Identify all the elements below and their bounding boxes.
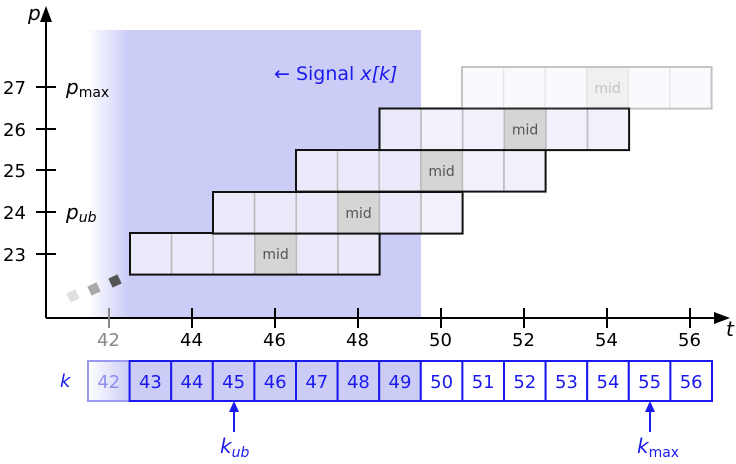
axes: [40, 6, 730, 324]
k-cell-label: 42: [97, 372, 120, 393]
row-outline: [461, 66, 713, 110]
k-cell-label: 54: [597, 372, 620, 393]
row-cell: [378, 191, 422, 235]
mid-label: mid: [345, 206, 371, 222]
k-cell-48: [336, 360, 381, 402]
row-cell: [669, 66, 713, 110]
k-cell-51: [461, 360, 505, 402]
mid-cell: [254, 232, 298, 276]
x-tick-label-56: 56: [678, 330, 701, 351]
k-cell-43: [128, 360, 173, 402]
y-tick-label-26: 26: [3, 120, 26, 141]
x-tick-label-50: 50: [429, 330, 452, 351]
k-cell-label: 44: [181, 372, 204, 393]
k-cell-label: 45: [222, 372, 245, 393]
row-cell: [378, 107, 422, 151]
x-axis-label: t: [726, 317, 735, 341]
signal-label: ← Signal x[k]: [274, 63, 397, 85]
row-cell: [544, 66, 588, 110]
row-cell: [337, 232, 381, 276]
row-cell: [586, 107, 630, 151]
k-cell-label: 43: [139, 372, 162, 393]
svg-text:kub: kub: [220, 434, 249, 461]
k-row-label: k: [60, 371, 72, 392]
row-cell: [253, 191, 297, 235]
mid-cell: [586, 66, 630, 110]
k-max-marker: kmax: [637, 401, 679, 461]
row-cell: [212, 191, 256, 235]
mid-label: mid: [428, 164, 454, 180]
row-cell: [461, 66, 505, 110]
row-25: mid: [295, 149, 547, 193]
k-cell-label: 56: [680, 372, 703, 393]
x-tick-label-48: 48: [346, 330, 369, 351]
row-cell: [420, 191, 464, 235]
x-tick-label-52: 52: [512, 330, 535, 351]
k-cell-label: 46: [264, 372, 287, 393]
p-ub-note: pub: [65, 200, 97, 226]
k-cell-49: [378, 360, 422, 402]
row-26: mid: [378, 107, 631, 152]
mid-label: mid: [262, 247, 288, 263]
p-max-note: pmax: [65, 75, 109, 101]
row-cell: [170, 232, 214, 276]
k-cell-54: [586, 360, 630, 402]
k-cell-label: 51: [472, 372, 495, 393]
y-tick-label-25: 25: [3, 161, 26, 182]
k-cell-53: [544, 360, 589, 402]
row-cell: [545, 107, 589, 151]
y-tick-label-24: 24: [3, 203, 26, 224]
k-cell-label: 50: [430, 372, 453, 393]
k-cell-label: 48: [347, 372, 370, 393]
row-cell: [129, 232, 173, 276]
k-cell-42: [87, 360, 131, 402]
y-tick-label-23: 23: [3, 245, 26, 266]
row-cell: [212, 232, 256, 276]
row-outline: [378, 107, 631, 152]
k-cell-55: [627, 360, 672, 402]
k-cell-label: 52: [513, 372, 536, 393]
row-cell: [295, 149, 339, 193]
row-cell: [461, 149, 505, 193]
continuation-dashes: [66, 274, 122, 303]
row-cell: [503, 149, 547, 193]
k-cell-label: 47: [305, 372, 328, 393]
row-27: mid: [461, 66, 713, 110]
k-cell-label: 55: [638, 372, 661, 393]
k-cell-46: [253, 360, 297, 402]
k-cell-47: [295, 360, 339, 402]
row-cell: [295, 191, 339, 235]
svg-text:kmax: kmax: [637, 434, 679, 461]
mid-label: mid: [594, 81, 620, 97]
y-axis-arrowhead: [40, 6, 52, 22]
k-cell-56: [669, 360, 714, 402]
k-cell-45: [211, 360, 256, 402]
row-cell: [461, 107, 506, 151]
y-tick-label-27: 27: [3, 78, 26, 99]
x-tick-label-42: 42: [97, 330, 120, 351]
row-23: mid: [129, 232, 381, 276]
x-tick-label-54: 54: [595, 330, 618, 351]
x-tick-label-46: 46: [263, 330, 286, 351]
x-axis-arrowhead: [714, 312, 730, 324]
row-cell: [336, 149, 380, 193]
k-cell-52: [503, 360, 547, 402]
k-cell-label: 53: [555, 372, 578, 393]
k-ub-marker: kub: [220, 401, 249, 461]
y-axis-label: p: [27, 1, 41, 25]
mid-label: mid: [512, 122, 538, 138]
row-cell: [627, 66, 671, 110]
row-cell: [420, 107, 464, 151]
x-tick-label-44: 44: [180, 330, 203, 351]
row-cell: [295, 232, 339, 276]
row-24: mid: [212, 191, 464, 235]
row-cell: [378, 149, 422, 193]
row-cell: [502, 66, 546, 110]
k-cell-label: 49: [389, 372, 412, 393]
